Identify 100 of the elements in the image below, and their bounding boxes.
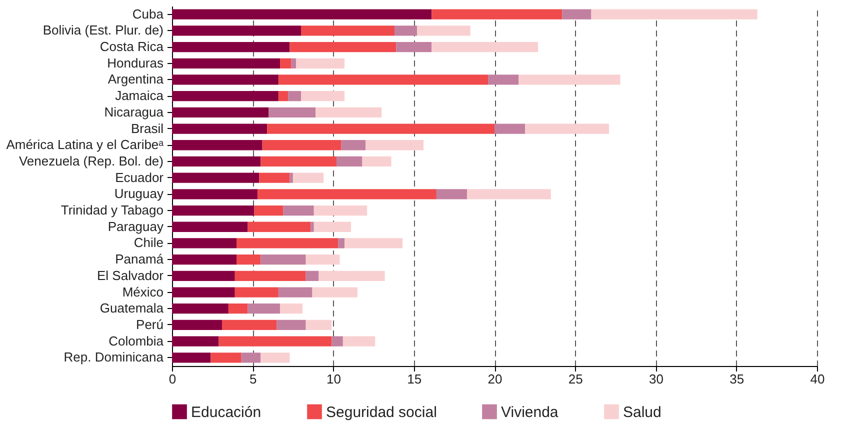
bar xyxy=(306,270,319,281)
bar xyxy=(494,124,526,134)
bar xyxy=(254,205,284,216)
y-tick-label: Rep. Dominicana xyxy=(64,350,164,365)
x-tick-label: 15 xyxy=(407,372,422,386)
bar xyxy=(341,140,366,150)
bar xyxy=(172,254,236,265)
bar xyxy=(172,352,211,363)
bar xyxy=(172,320,222,330)
bar xyxy=(288,91,301,102)
bar xyxy=(394,26,418,36)
y-tick-label: América Latina y el Caribeᵃ xyxy=(6,137,164,152)
x-tick-label: 25 xyxy=(568,372,583,386)
bar xyxy=(236,238,338,248)
y-tick-label: Guatemala xyxy=(100,300,164,316)
bar xyxy=(172,336,219,346)
bar xyxy=(172,189,258,200)
bar xyxy=(518,74,620,85)
bar xyxy=(417,26,470,36)
bar xyxy=(234,270,306,281)
bar xyxy=(338,238,345,248)
y-tick-label: Costa Rica xyxy=(100,39,164,54)
bar xyxy=(314,222,351,232)
bar xyxy=(236,254,261,265)
y-tick-label: Ecuador xyxy=(115,170,164,185)
bar xyxy=(332,336,343,346)
bar xyxy=(396,42,432,52)
bar xyxy=(172,58,280,68)
bar xyxy=(366,140,424,150)
bar xyxy=(210,352,242,363)
x-tick-label: 40 xyxy=(810,372,825,386)
bar xyxy=(248,304,280,314)
x-tick-label: 5 xyxy=(250,372,257,386)
bar xyxy=(280,304,303,314)
bar xyxy=(488,74,519,85)
bar xyxy=(260,254,306,265)
bar xyxy=(296,58,345,68)
bar xyxy=(278,91,288,102)
bar xyxy=(172,156,261,167)
y-tick-label: Nicaragua xyxy=(104,104,164,120)
bar xyxy=(292,172,324,183)
bar xyxy=(314,205,368,216)
bar xyxy=(172,26,301,36)
bar xyxy=(172,222,248,232)
bar xyxy=(172,140,262,150)
bar xyxy=(172,287,235,298)
bar xyxy=(268,107,316,118)
bar xyxy=(172,42,290,52)
bar xyxy=(172,9,432,20)
bar xyxy=(310,222,314,232)
bar xyxy=(234,287,278,298)
y-tick-label: Chile xyxy=(134,235,164,250)
bar xyxy=(290,172,293,183)
bar xyxy=(591,9,758,20)
y-tick-label: Cuba xyxy=(132,6,164,22)
bar xyxy=(336,156,362,167)
bar xyxy=(280,58,292,68)
bar xyxy=(312,287,358,298)
legend-label: Vivienda xyxy=(501,404,559,421)
y-tick-label: Bolivia (Est. Plur. de) xyxy=(42,22,164,38)
y-tick-label: Jamaica xyxy=(115,88,164,104)
bar xyxy=(267,124,494,134)
bar xyxy=(301,26,395,36)
bar xyxy=(525,124,609,134)
y-tick-label: Brasil xyxy=(130,120,164,136)
bar xyxy=(306,320,332,330)
bar xyxy=(436,189,468,200)
bar xyxy=(172,172,260,183)
legend-label: Salud xyxy=(623,404,662,421)
bar xyxy=(172,74,278,85)
x-tick-label: 0 xyxy=(168,372,176,386)
bar xyxy=(172,304,228,314)
y-tick-label: Argentina xyxy=(108,72,164,87)
y-tick-label: El Salvador xyxy=(97,268,164,283)
bar xyxy=(218,336,332,346)
y-tick-label: Uruguay xyxy=(114,186,164,202)
y-tick-label: Paraguay xyxy=(108,218,164,234)
bar xyxy=(290,42,396,52)
x-tick-label: 30 xyxy=(649,372,664,386)
bar xyxy=(260,352,290,363)
bar xyxy=(344,238,403,248)
bar xyxy=(291,58,296,68)
bar xyxy=(241,352,261,363)
x-tick-label: 20 xyxy=(488,372,502,386)
bar xyxy=(432,42,538,52)
y-tick-label: Colombia xyxy=(108,333,164,348)
bar xyxy=(316,107,382,118)
bar xyxy=(172,91,278,102)
bar xyxy=(172,107,269,118)
y-tick-label: Panamá xyxy=(115,252,164,267)
bar xyxy=(562,9,592,20)
bar xyxy=(301,91,345,102)
y-tick-label: Venezuela (Rep. Bol. de) xyxy=(18,153,164,168)
bar xyxy=(172,124,268,134)
bar xyxy=(276,320,306,330)
bar xyxy=(278,74,488,85)
bar xyxy=(257,189,436,200)
bar xyxy=(467,189,551,200)
bar xyxy=(228,304,248,314)
bar xyxy=(262,140,342,150)
